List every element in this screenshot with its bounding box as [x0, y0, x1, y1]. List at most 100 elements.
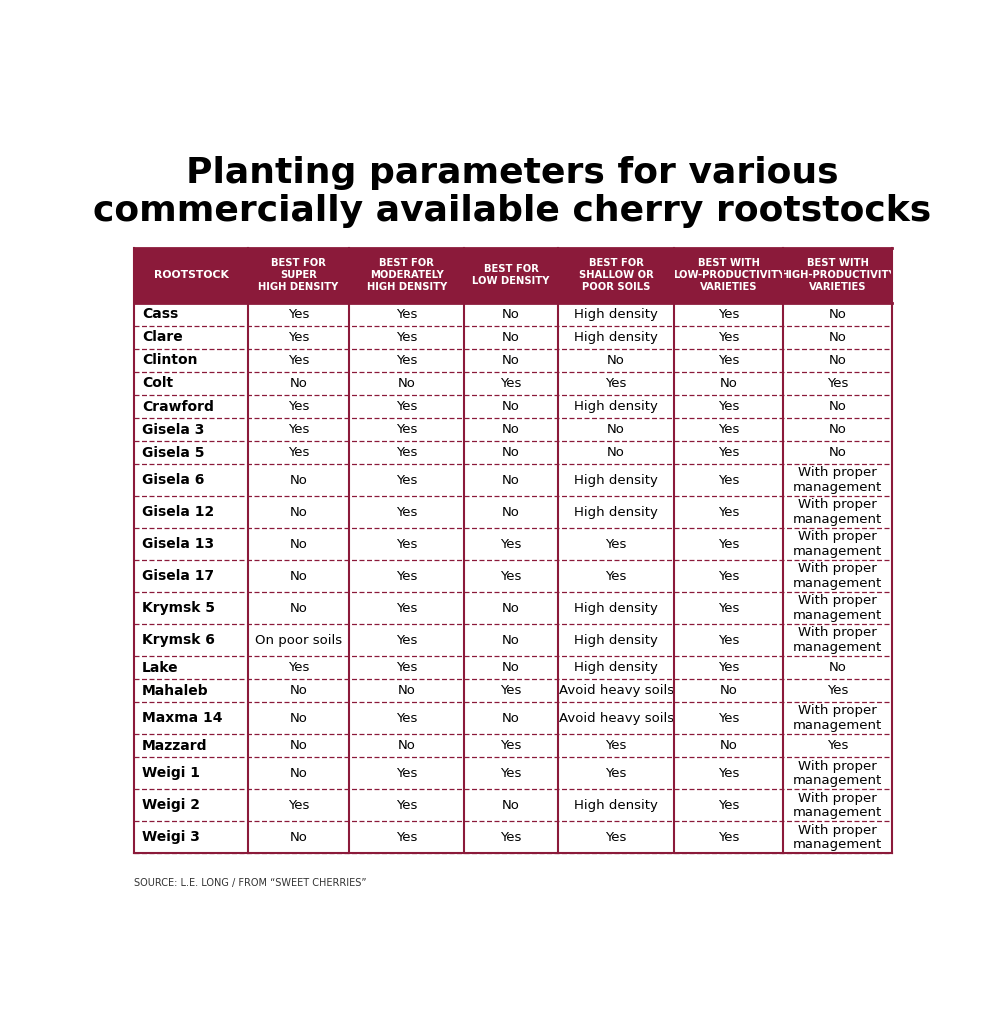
Bar [783, 625, 892, 656]
Text: No: No [607, 446, 625, 459]
Text: Yes: Yes [396, 506, 417, 518]
Bar [783, 418, 892, 441]
Text: SOURCE: L.E. LONG / FROM “SWEET CHERRIES”: SOURCE: L.E. LONG / FROM “SWEET CHERRIES… [134, 878, 367, 888]
Text: No: No [829, 661, 847, 674]
Text: Yes: Yes [827, 684, 848, 698]
Bar [558, 656, 674, 679]
Bar [248, 372, 349, 395]
Text: Yes: Yes [827, 377, 848, 390]
Text: No: No [290, 377, 307, 390]
Text: With proper
management: With proper management [793, 594, 882, 622]
Bar [558, 303, 674, 325]
Bar [783, 325, 892, 349]
Bar [134, 656, 248, 679]
Bar [464, 625, 558, 656]
Text: Yes: Yes [288, 799, 309, 812]
Bar [134, 248, 248, 303]
Bar [248, 656, 349, 679]
Text: Yes: Yes [396, 799, 417, 812]
Bar [349, 656, 464, 679]
Text: Yes: Yes [605, 570, 627, 583]
Bar [349, 303, 464, 325]
Bar [134, 496, 248, 528]
Bar [349, 325, 464, 349]
Text: No: No [398, 739, 416, 752]
Bar [558, 418, 674, 441]
Text: Yes: Yes [396, 830, 417, 844]
Text: Yes: Yes [288, 354, 309, 367]
Bar [134, 349, 248, 372]
Text: Yes: Yes [718, 308, 740, 320]
Text: Mazzard: Mazzard [142, 739, 208, 752]
Text: Clare: Clare [142, 331, 183, 345]
Bar [674, 372, 783, 395]
Text: Yes: Yes [605, 739, 627, 752]
Bar [134, 303, 248, 325]
Text: High density: High density [574, 400, 658, 413]
Text: Yes: Yes [396, 712, 417, 725]
Text: No: No [829, 400, 847, 413]
Text: Yes: Yes [500, 377, 522, 390]
Text: High density: High density [574, 661, 658, 674]
Bar [674, 789, 783, 821]
Bar [674, 560, 783, 592]
Text: Colt: Colt [142, 376, 173, 390]
Text: With proper
management: With proper management [793, 563, 882, 590]
Text: No: No [720, 739, 738, 752]
Text: Yes: Yes [396, 474, 417, 487]
Bar [248, 464, 349, 496]
Text: Yes: Yes [718, 601, 740, 614]
Text: Yes: Yes [396, 570, 417, 583]
Text: Yes: Yes [396, 634, 417, 647]
Bar [674, 821, 783, 853]
Bar [558, 248, 674, 303]
Bar [349, 625, 464, 656]
Bar [134, 757, 248, 789]
Text: Yes: Yes [500, 537, 522, 551]
Bar [674, 757, 783, 789]
Text: No: No [290, 830, 307, 844]
Text: Yes: Yes [718, 474, 740, 487]
Text: BEST FOR
SHALLOW OR
POOR SOILS: BEST FOR SHALLOW OR POOR SOILS [579, 259, 653, 292]
Bar [674, 679, 783, 703]
Text: No: No [502, 799, 520, 812]
Bar [783, 592, 892, 625]
Bar [783, 395, 892, 418]
Bar [674, 349, 783, 372]
Bar [134, 703, 248, 734]
Text: On poor soils: On poor soils [255, 634, 342, 647]
Bar [248, 789, 349, 821]
Text: Yes: Yes [718, 537, 740, 551]
Bar [464, 592, 558, 625]
Text: Gisela 3: Gisela 3 [142, 423, 204, 437]
Bar [558, 496, 674, 528]
Text: BEST FOR
SUPER
HIGH DENSITY: BEST FOR SUPER HIGH DENSITY [258, 259, 339, 292]
Bar [464, 464, 558, 496]
Bar [464, 789, 558, 821]
Bar [464, 325, 558, 349]
Text: Yes: Yes [288, 331, 309, 344]
Bar [783, 441, 892, 464]
Bar [134, 560, 248, 592]
Text: No: No [720, 377, 738, 390]
Text: Yes: Yes [396, 446, 417, 459]
Text: Gisela 17: Gisela 17 [142, 569, 214, 583]
Text: With proper
management: With proper management [793, 627, 882, 654]
Bar [464, 395, 558, 418]
Bar [349, 560, 464, 592]
Text: Yes: Yes [605, 767, 627, 780]
Text: Yes: Yes [827, 739, 848, 752]
Bar [248, 592, 349, 625]
Bar [783, 679, 892, 703]
Bar [464, 441, 558, 464]
Bar [134, 734, 248, 757]
Bar [349, 789, 464, 821]
Bar [349, 395, 464, 418]
Bar [464, 372, 558, 395]
Bar [674, 656, 783, 679]
Bar [248, 349, 349, 372]
Text: No: No [829, 331, 847, 344]
Bar [134, 441, 248, 464]
Text: No: No [502, 661, 520, 674]
Bar [464, 734, 558, 757]
